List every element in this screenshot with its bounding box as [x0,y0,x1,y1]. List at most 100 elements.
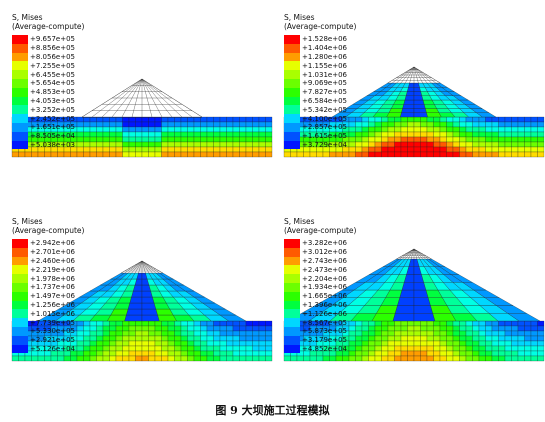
mesh-element [530,325,538,332]
legend-swatch [12,140,28,150]
mesh-element [446,330,454,337]
mesh-element [452,116,460,123]
mesh-element [141,340,149,347]
mesh-element [180,320,188,327]
mesh-element [530,151,538,158]
mesh-element [226,350,234,357]
mesh-element [511,350,519,357]
mesh-element [433,121,441,128]
legend-entry: +8.856e+05 [12,43,92,53]
mesh-element [394,121,402,128]
mesh-element [200,126,208,133]
mesh-element [433,126,441,133]
legend-value: +5.873e+05 [302,327,347,336]
legend-swatch [284,52,300,62]
mesh-element [420,345,428,352]
mesh-element [135,141,143,148]
mesh-element [296,355,304,362]
mesh-element [485,330,493,337]
mesh-element [161,146,169,153]
mesh-element [485,325,493,332]
mesh-element [50,355,58,362]
mesh-element [511,335,519,342]
mesh-element [232,355,240,362]
mesh-element [44,355,52,362]
mesh-element [498,330,506,337]
mesh-element [407,350,415,357]
mesh-element [161,340,169,347]
mesh-element [465,146,473,153]
mesh-line [141,260,153,274]
mesh-element [258,151,266,158]
mesh-element [96,345,104,352]
mesh-element [109,355,117,362]
mesh-element [491,355,499,362]
legend-entry: +1.615e+05 [284,131,364,141]
mesh-element [524,355,532,362]
mesh-element [478,340,486,347]
mesh-element [102,131,110,138]
mesh-element [102,116,110,123]
mesh-element [193,340,201,347]
mesh-element [141,146,149,153]
mesh-element [491,146,499,153]
mesh-line [413,248,426,260]
mesh-element [537,340,545,347]
mesh-element [148,136,156,143]
mesh-element [491,320,499,327]
mesh-element [180,345,188,352]
mesh-element [109,141,117,148]
mesh-element [206,126,214,133]
mesh-element [381,345,389,352]
mesh-element [180,340,188,347]
mesh-element [245,121,253,128]
mesh-line [392,66,415,84]
mesh-element [374,116,382,123]
mesh-element [226,141,234,148]
mesh-element [44,151,52,158]
color-legend: +9.657e+05 +8.856e+05 +8.056e+05 +7.255e+05… [12,35,92,150]
mesh-element [226,136,234,143]
mesh-element [511,136,519,143]
mesh-element [329,151,337,158]
legend-swatch [12,300,28,310]
fem-mesh-plot-4 [283,248,545,362]
legend-value: +9.069e+05 [302,79,347,88]
mesh-element [368,121,376,128]
mesh-element [128,146,136,153]
mesh-element [115,335,123,342]
mesh-element [180,350,188,357]
mesh-element [413,108,427,113]
mesh-element [498,151,506,158]
mesh-element [167,340,175,347]
mesh-line [141,78,183,118]
mesh-element [374,345,382,352]
legend-swatch [284,114,300,123]
mesh-element [258,325,266,332]
mesh-element [491,126,499,133]
mesh-element [148,330,156,337]
legend-entry: +5.654e+05 [12,78,92,88]
mesh-element [213,121,221,128]
mesh-element [187,350,195,357]
mesh-element [37,355,45,362]
mesh-element [517,146,525,153]
mesh-element [174,335,182,342]
mesh-element [50,151,58,158]
mesh-element [154,136,162,143]
mesh-element [459,335,467,342]
mesh-element [161,320,169,327]
mesh-element [154,335,162,342]
mesh-element [109,116,117,123]
mesh-element [245,146,253,153]
mesh-line [134,260,143,274]
mesh-element [381,151,389,158]
color-legend: +1.528e+06 +1.404e+06 +1.280e+06 +1.155e+06… [284,35,364,150]
mesh-element [485,121,493,128]
mesh-element [239,345,247,352]
mesh-element [446,121,454,128]
mesh-element [348,355,356,362]
mesh-element [193,151,201,158]
legend-value: +5.654e+05 [30,79,75,88]
mesh-element [517,121,525,128]
